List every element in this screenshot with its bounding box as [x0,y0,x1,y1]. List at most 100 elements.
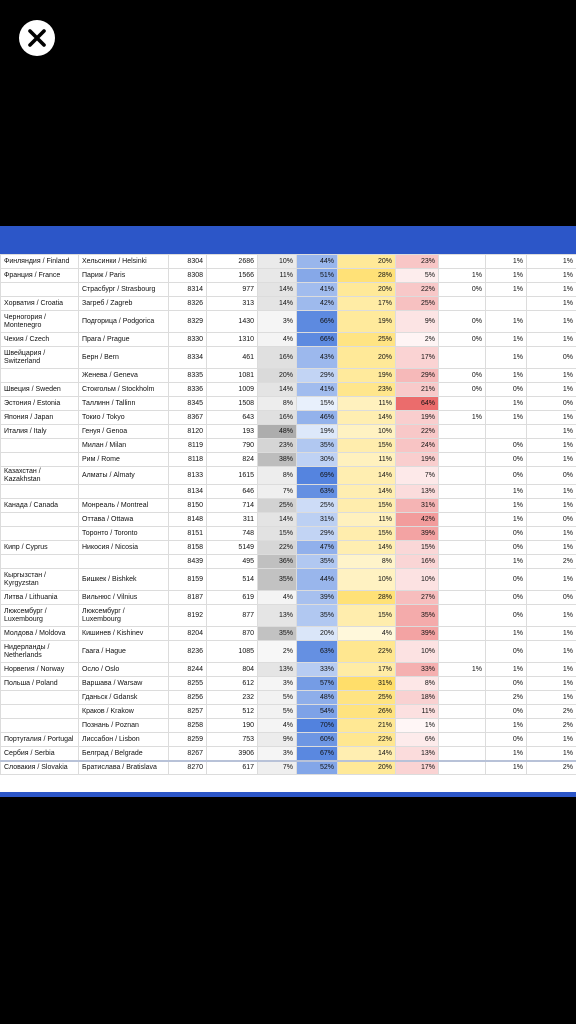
table-cell-n: 461 [206,346,258,369]
table-row: Казахстан / Kazakhstan Алматы / Almaty 813… [0,466,576,485]
table-cell-p7: 1% [526,424,576,439]
table-cell-p2: 46% [296,410,338,425]
table-cell-n: 1508 [206,396,258,411]
table-cell-id: 8258 [168,718,207,733]
table-cell-p6 [485,296,527,311]
table-cell-p3: 20% [337,346,396,369]
table-cell-id: 8244 [168,662,207,677]
spreadsheet: Финляндия / Finland Хельсинки / Helsinki 8… [0,254,576,792]
table-row: Финляндия / Finland Хельсинки / Helsinki 8… [0,254,576,269]
table-cell-p5 [438,732,486,747]
table-cell-country: Франция / France [0,268,79,283]
table-cell-p1: 8% [257,466,297,485]
table-cell-p7: 1% [526,332,576,347]
table-cell-id: 8326 [168,296,207,311]
table-cell-p7: 1% [526,746,576,761]
table-cell-p3: 31% [337,676,396,691]
table-cell-p1: 4% [257,590,297,605]
table-cell-p1: 36% [257,554,297,569]
table-cell-id: 8335 [168,368,207,383]
table-cell-p4: 1% [395,718,439,733]
table-cell-p6: 1% [485,484,527,499]
table-cell-p1: 3% [257,746,297,761]
table-cell-n: 619 [206,590,258,605]
table-cell-city: Бишкек / Bishkek [78,568,169,591]
table-row: Черногория / Montenegro Подгорица / Podgo… [0,310,576,333]
table-row: Швеция / Sweden Стокгольм / Stockholm 8336… [0,382,576,397]
table-row: Чехия / Czech Прага / Prague 8330 1310 4% 66%… [0,332,576,347]
table-cell-id: 8158 [168,540,207,555]
table-cell-p3: 11% [337,512,396,527]
table-cell-p1: 2% [257,640,297,663]
table-cell-p4: 8% [395,676,439,691]
table-cell-city: Варшава / Warsaw [78,676,169,691]
table-cell-n: 753 [206,732,258,747]
table-row: Словакия / Slovakia Братислава / Bratisla… [0,760,576,775]
table-cell-p5 [438,254,486,269]
table-cell-n: 1430 [206,310,258,333]
table-cell-p5 [438,484,486,499]
table-cell-id: 8204 [168,626,207,641]
table-row: Швейцария / Switzerland Берн / Bern 8334 46… [0,346,576,369]
table-cell-p5: 0% [438,310,486,333]
table-cell-id: 8336 [168,382,207,397]
table-cell-p3: 10% [337,424,396,439]
table-cell-p5: 0% [438,332,486,347]
table-cell-p5 [438,604,486,627]
table-cell-p4: 11% [395,704,439,719]
table-cell-n: 5149 [206,540,258,555]
table-cell-p4: 22% [395,282,439,297]
table-cell-city: Краков / Krakow [78,704,169,719]
table-cell-id: 8439 [168,554,207,569]
table-cell-p5 [438,452,486,467]
table-cell-city: Милан / Milan [78,438,169,453]
table-cell-city: Познань / Poznan [78,718,169,733]
table-cell-p2: 67% [296,746,338,761]
table-cell-country: Италия / Italy [0,424,79,439]
table-row: Норвегия / Norway Осло / Oslo 8244 804 13% 33… [0,662,576,677]
table-cell-id: 8329 [168,310,207,333]
table-cell-p6: 1% [485,368,527,383]
table-cell-country: Швейцария / Switzerland [0,346,79,369]
table-cell-p1: 14% [257,382,297,397]
close-button[interactable] [19,20,55,56]
table-cell-p6: 0% [485,540,527,555]
table-cell-p2: 35% [296,554,338,569]
table-cell-p6: 1% [485,760,527,775]
table-cell-p2: 51% [296,268,338,283]
table-cell-id: 8367 [168,410,207,425]
table-cell-p4: 2% [395,332,439,347]
table-row: Люксембург / Luxembourg Люксембург / Luxe… [0,604,576,627]
table-cell-p3: 21% [337,718,396,733]
table-cell-p4: 35% [395,604,439,627]
table-cell-n: 193 [206,424,258,439]
table-cell-p7: 1% [526,568,576,591]
table-cell-p3: 14% [337,410,396,425]
table-cell-p5: 0% [438,282,486,297]
table-cell-p7: 2% [526,554,576,569]
table-cell-p4: 5% [395,268,439,283]
table-cell-country: Канада / Canada [0,498,79,513]
table-cell-p5: 1% [438,268,486,283]
table-cell-p3: 20% [337,760,396,775]
table-cell-p1: 16% [257,346,297,369]
table-cell-p3: 11% [337,396,396,411]
table-cell-city: Кишинев / Kishinev [78,626,169,641]
table-cell-city: Прага / Prague [78,332,169,347]
table-cell-n: 1009 [206,382,258,397]
table-cell-p3: 19% [337,368,396,383]
table-cell-id: 8119 [168,438,207,453]
table-cell-p2: 44% [296,254,338,269]
table-cell-p3: 11% [337,452,396,467]
table-cell-p2: 63% [296,640,338,663]
table-cell-p5 [438,590,486,605]
table-row: Сербия / Serbia Белград / Belgrade 8267 390… [0,746,576,761]
table-cell-p4: 10% [395,640,439,663]
table-cell-id: 8148 [168,512,207,527]
table-cell-p4: 17% [395,346,439,369]
table-cell-country: Финляндия / Finland [0,254,79,269]
table-cell-p6: 1% [485,332,527,347]
table-cell-p7: 0% [526,346,576,369]
